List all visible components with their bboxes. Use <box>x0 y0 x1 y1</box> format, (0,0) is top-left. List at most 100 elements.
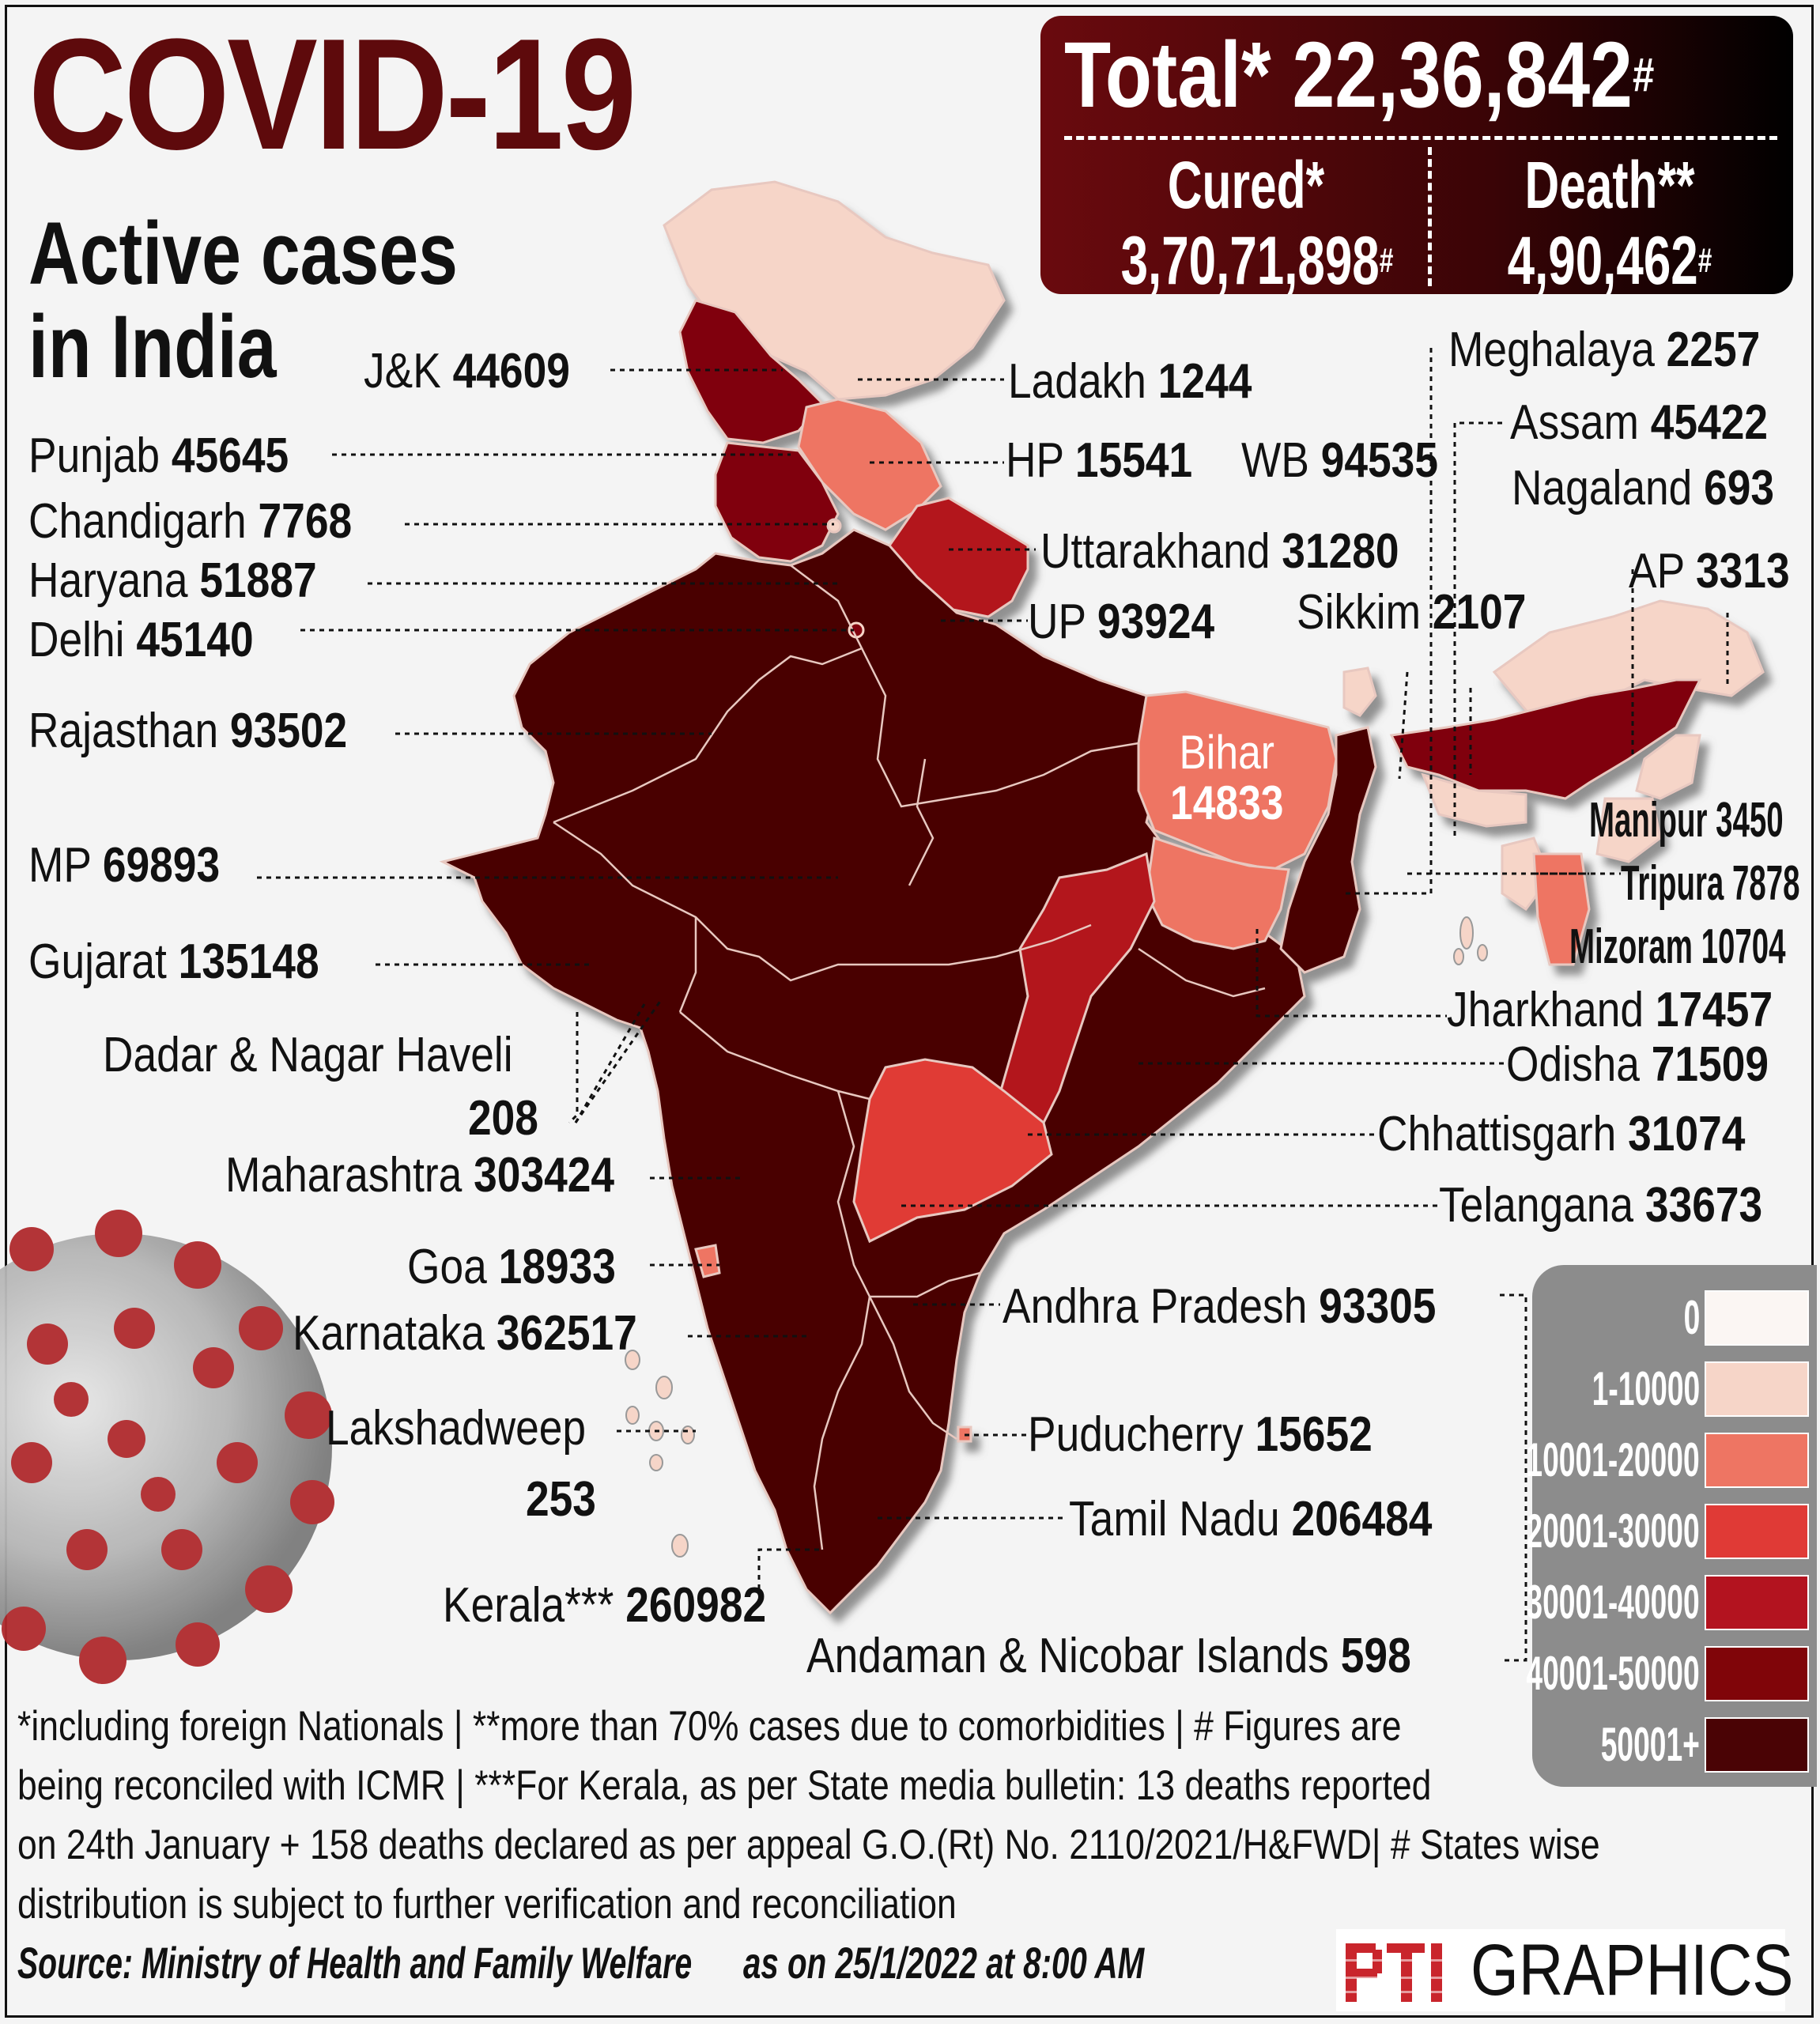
state-assam <box>1389 678 1702 800</box>
legend-swatch <box>1705 1717 1809 1773</box>
graphics-wordmark: GRAPHICS <box>1471 1930 1794 2011</box>
legend-swatch <box>1705 1646 1809 1701</box>
label-bihar: Bihar 14833 <box>1170 726 1284 829</box>
label-dadar-nagar-haveli: Dadar & Nagar Haveli <box>103 1028 513 1082</box>
andaman-islands <box>1453 916 1488 965</box>
totals-divider <box>1064 136 1777 140</box>
total-value: 22,36,842 <box>1292 23 1633 127</box>
label-wb: WB 94535 <box>1241 433 1438 488</box>
label-lakshadweep: Lakshadweep <box>326 1401 587 1456</box>
footnote-line: distribution is subject to further verif… <box>17 1881 957 1928</box>
subtitle-line-2: in India <box>28 297 277 396</box>
state-chhattisgarh <box>995 852 1156 1157</box>
legend-item: 50001+ <box>1540 1717 1809 1773</box>
label-andaman-nicobar: Andaman & Nicobar Islands 598 <box>806 1629 1411 1683</box>
legend-item: 30001-40000 <box>1420 1575 1809 1630</box>
state-wb <box>1279 726 1377 974</box>
label-ap: AP 3313 <box>1629 544 1790 599</box>
label-up: UP 93924 <box>1028 595 1215 649</box>
leader-lines <box>257 348 1729 1662</box>
label-jharkhand: Jharkhand 17457 <box>1447 983 1773 1037</box>
state-goa <box>694 1244 721 1278</box>
label-goa: Goa 18933 <box>407 1240 616 1294</box>
label-puducherry: Puducherry 15652 <box>1028 1407 1373 1462</box>
pti-logo <box>1346 1943 1453 2002</box>
cured-column: Cured* 3,70,71,898# <box>1072 147 1420 294</box>
footnote-line: *including foreign Nationals | **more th… <box>17 1703 1402 1750</box>
label-nagaland: Nagaland 693 <box>1512 461 1775 515</box>
label-kerala: Kerala*** 260982 <box>443 1578 767 1633</box>
coronavirus-icon <box>0 1210 334 1684</box>
label-assam: Assam 45422 <box>1510 395 1769 450</box>
state-bihar <box>1137 690 1338 871</box>
cured-value: 3,70,71,898# <box>1120 223 1394 294</box>
label-telangana: Telangana 33673 <box>1439 1178 1763 1233</box>
infographic-frame <box>5 5 1814 2018</box>
total-label: Total* <box>1064 23 1271 127</box>
label-meghalaya: Meghalaya 2257 <box>1448 323 1761 377</box>
label-rajasthan: Rajasthan 93502 <box>28 704 348 758</box>
label-hp: HP 15541 <box>1006 433 1193 488</box>
legend-swatch <box>1705 1504 1809 1559</box>
page-subtitle: Active cases in India <box>28 207 458 394</box>
state-mizoram <box>1532 852 1591 966</box>
state-sikkim <box>1342 666 1377 717</box>
state-manipur <box>1595 797 1662 863</box>
label-tamil-nadu: Tamil Nadu 206484 <box>1069 1492 1433 1546</box>
source-credit: Source: Ministry of Health and Family We… <box>17 1938 693 1988</box>
state-chandigarh <box>826 518 842 534</box>
footnote-line: on 24th January + 158 deaths declared as… <box>17 1822 1600 1868</box>
death-value: 4,90,462# <box>1507 223 1712 294</box>
legend-swatch <box>1705 1433 1809 1488</box>
state-meghalaya <box>1421 772 1527 828</box>
page-title: COVID-19 <box>28 6 636 183</box>
label-karnataka: Karnataka 362517 <box>293 1306 637 1361</box>
label-jk: J&K 44609 <box>364 344 570 398</box>
label-chhattisgarh: Chhattisgarh 31074 <box>1377 1107 1746 1161</box>
label-sikkim: Sikkim 2107 <box>1297 585 1527 640</box>
label-haryana: Haryana 51887 <box>28 553 317 608</box>
label-andhra-pradesh: Andhra Pradesh 93305 <box>1003 1279 1437 1334</box>
label-delhi: Delhi 45140 <box>28 613 254 667</box>
state-punjab <box>714 441 840 563</box>
state-jk <box>678 299 825 444</box>
total-cases: Total* 22,36,842# <box>1064 24 1654 126</box>
label-punjab: Punjab 45645 <box>28 429 289 483</box>
label-dadar-nagar-haveli-value: 208 <box>468 1091 538 1146</box>
legend-swatch <box>1705 1575 1809 1630</box>
total-mark: # <box>1632 48 1655 101</box>
footnote-line: being reconciled with ICMR | ***For Kera… <box>17 1762 1432 1809</box>
totals-panel: Total* 22,36,842# Cured* 3,70,71,898# De… <box>1040 16 1793 294</box>
legend-swatch <box>1705 1290 1809 1346</box>
legend-item: 40001-50000 <box>1420 1646 1809 1701</box>
state-telangana <box>852 1058 1053 1244</box>
death-column: Death** 4,90,462# <box>1436 147 1784 294</box>
cured-label: Cured* <box>1167 148 1325 222</box>
label-odisha: Odisha 71509 <box>1506 1037 1769 1092</box>
label-ladakh: Ladakh 1244 <box>1008 354 1252 409</box>
legend-item: 1-10000 <box>1526 1361 1809 1417</box>
state-borders <box>553 565 1266 1550</box>
death-label: Death** <box>1524 148 1695 222</box>
lakshadweep-islands <box>625 1350 695 1558</box>
totals-column-divider <box>1428 147 1432 286</box>
label-gujarat: Gujarat 135148 <box>28 935 319 989</box>
legend-item: 20001-30000 <box>1420 1504 1809 1559</box>
pti-graphics-branding: GRAPHICS <box>1336 1929 1793 2011</box>
legend-item: 10001-20000 <box>1420 1433 1809 1488</box>
legend-item: 0 <box>1674 1290 1809 1346</box>
as-on-date: as on 25/1/2022 at 8:00 AM <box>743 1938 1145 1988</box>
label-chandigarh: Chandigarh 7768 <box>28 494 353 549</box>
legend-swatch <box>1705 1361 1809 1417</box>
map-legend: 0 1-10000 10001-20000 20001-30000 30001-… <box>1527 1265 1817 1787</box>
label-uttarakhand: Uttarakhand 31280 <box>1040 524 1399 579</box>
label-tripura: Tripura 7878 <box>1621 856 1800 911</box>
footnotes: *including foreign Nationals | **more th… <box>17 1697 1600 1934</box>
label-manipur: Manipur 3450 <box>1589 793 1784 848</box>
subtitle-line-1: Active cases <box>28 204 458 303</box>
label-mp: MP 69893 <box>28 838 221 893</box>
state-nagaland <box>1635 734 1701 800</box>
label-lakshadweep-value: 253 <box>526 1472 596 1527</box>
label-mizoram: Mizoram 10704 <box>1569 919 1786 974</box>
